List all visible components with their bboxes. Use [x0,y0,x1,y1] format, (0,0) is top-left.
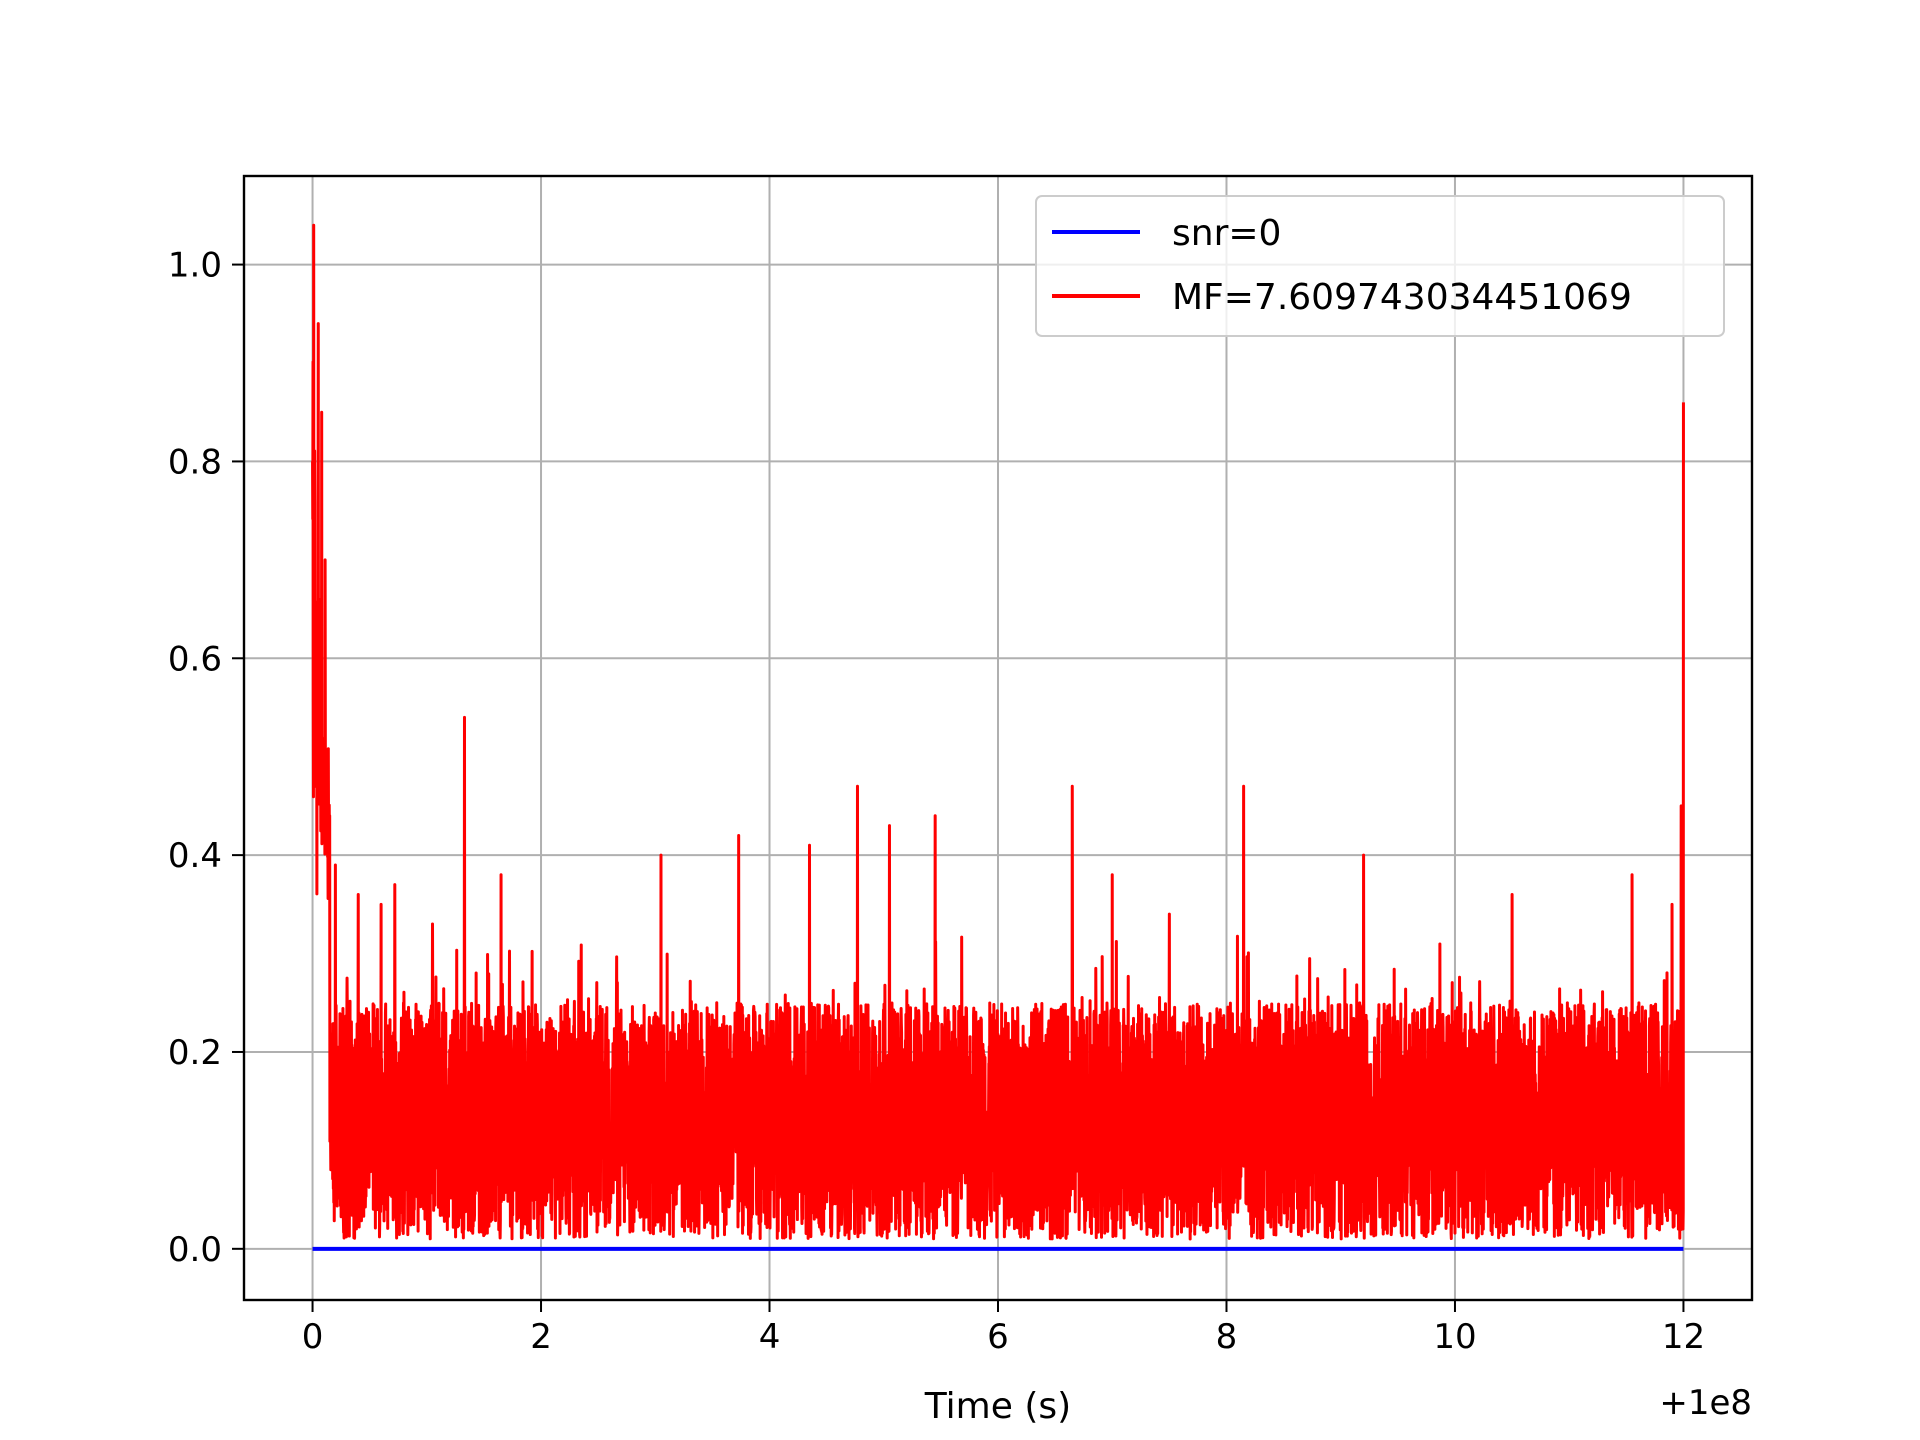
y-tick-label: 0.0 [168,1230,222,1270]
x-tick-label: 2 [530,1317,552,1357]
x-tick-label: 10 [1433,1317,1476,1357]
x-tick-label: 6 [987,1317,1009,1357]
x-tick-label: 0 [302,1317,324,1357]
y-tick-label: 0.2 [168,1033,222,1073]
y-tick-label: 0.6 [168,639,222,679]
x-tick-label: 8 [1216,1317,1238,1357]
y-tick-label: 0.8 [168,442,222,482]
x-tick-label: 4 [759,1317,781,1357]
y-tick-label: 0.4 [168,836,222,876]
x-offset-label: +1e8 [1659,1383,1752,1423]
x-axis-label: Time (s) [924,1386,1071,1427]
legend: snr=0 MF=7.609743034451069 [1036,196,1724,336]
legend-label-snr: snr=0 [1172,213,1281,254]
x-tick-label: 12 [1662,1317,1705,1357]
y-tick-label: 1.0 [168,246,222,286]
legend-label-mf: MF=7.609743034451069 [1172,277,1632,318]
